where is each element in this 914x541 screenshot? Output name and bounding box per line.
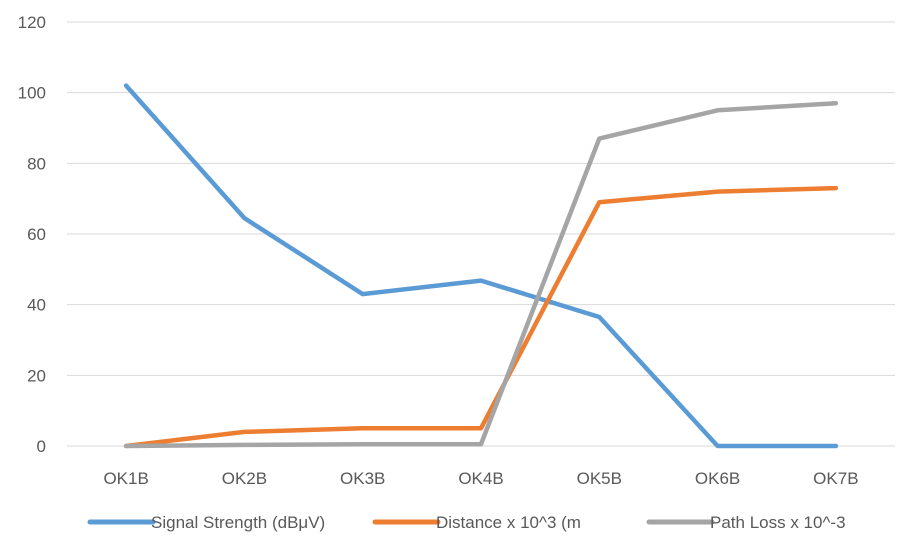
y-tick-label: 20 bbox=[27, 366, 46, 385]
series-lines bbox=[123, 83, 839, 449]
series-line-0 bbox=[123, 83, 839, 449]
x-tick-label: OK1B bbox=[103, 469, 148, 488]
x-tick-label: OK2B bbox=[222, 469, 267, 488]
series-line-1 bbox=[123, 185, 839, 449]
x-tick-label: OK5B bbox=[577, 469, 622, 488]
legend-label: Signal Strength (dBμV) bbox=[151, 513, 325, 532]
y-tick-label: 100 bbox=[18, 84, 46, 103]
y-tick-label: 0 bbox=[37, 437, 46, 456]
y-tick-label: 120 bbox=[18, 13, 46, 32]
y-axis: 0 20 40 60 80 100 120 bbox=[18, 13, 46, 456]
gridlines bbox=[67, 21, 895, 447]
y-tick-label: 60 bbox=[27, 225, 46, 244]
y-tick-label: 40 bbox=[27, 296, 46, 315]
x-axis: OK1B OK2B OK3B OK4B OK5B OK6B OK7B bbox=[103, 469, 858, 488]
series-line-2 bbox=[123, 101, 839, 449]
y-tick-label: 80 bbox=[27, 154, 46, 173]
legend-label: Path Loss x 10^-3 bbox=[710, 513, 846, 532]
x-tick-label: OK3B bbox=[340, 469, 385, 488]
legend: Signal Strength (dBμV) Distance x 10^3 (m… bbox=[87, 513, 846, 532]
legend-label: Distance x 10^3 (m bbox=[436, 513, 581, 532]
x-tick-label: OK6B bbox=[695, 469, 740, 488]
x-tick-label: OK7B bbox=[813, 469, 858, 488]
x-tick-label: OK4B bbox=[458, 469, 503, 488]
